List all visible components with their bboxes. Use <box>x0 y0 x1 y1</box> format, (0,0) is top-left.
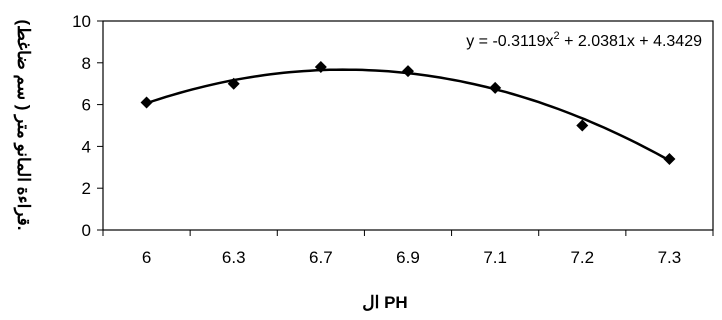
data-point <box>489 81 502 94</box>
y-tick-label: 2 <box>82 179 91 198</box>
data-point <box>402 65 414 78</box>
y-tick-label: 10 <box>72 12 91 31</box>
data-point <box>576 119 589 132</box>
y-tick-label: 8 <box>82 54 91 73</box>
data-points <box>140 60 676 165</box>
x-tick-label: 6 <box>142 248 151 267</box>
x-axis-title: ال PH <box>362 293 407 312</box>
x-tick-label: 7.3 <box>658 248 682 267</box>
data-point <box>227 77 240 90</box>
y-tick-label: 6 <box>82 96 91 115</box>
plot-area <box>102 20 714 231</box>
data-point <box>314 60 327 73</box>
trendline-equation: y = -0.3119x2 + 2.0381x + 4.3429 <box>466 30 702 50</box>
x-axis: 6 6.3 6.7 6.9 7.1 7.2 7.3 <box>102 230 714 267</box>
x-tick-label: 6.3 <box>222 248 246 267</box>
data-point <box>140 96 153 109</box>
x-tick-label: 7.2 <box>570 248 594 267</box>
y-tick-label: 0 <box>82 221 91 240</box>
y-tick-label: 4 <box>82 137 91 156</box>
x-tick-label: 6.9 <box>396 248 420 267</box>
y-axis: 0 2 4 6 8 10 <box>72 12 103 240</box>
x-tick-label: 7.1 <box>483 248 507 267</box>
data-point <box>663 152 676 165</box>
x-tick-label: 6.7 <box>309 248 333 267</box>
y-axis-title: قراءة المانو متر ( سم ضاغط). <box>13 19 33 230</box>
